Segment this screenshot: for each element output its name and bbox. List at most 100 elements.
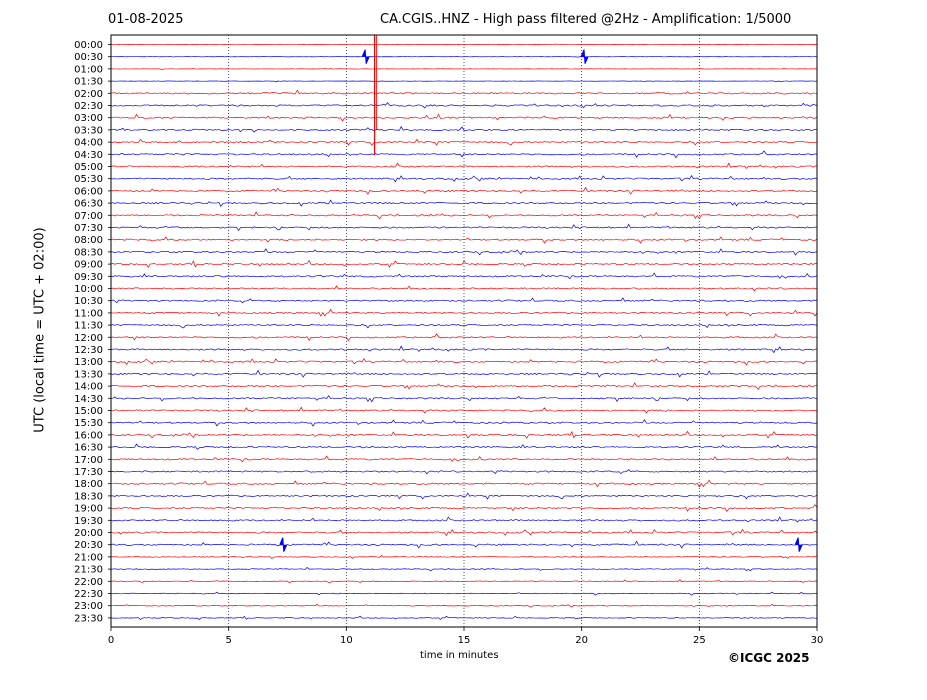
trace-line	[110, 430, 818, 439]
x-tick-label: 25	[693, 635, 706, 646]
trace-line	[110, 333, 818, 342]
y-tick-label: 02:30	[74, 101, 103, 112]
y-tick-label: 14:00	[74, 382, 103, 393]
trace-line	[110, 113, 818, 122]
trace-line	[110, 80, 818, 83]
trace-line	[110, 394, 818, 403]
event-spike	[580, 49, 589, 64]
trace-line	[110, 603, 818, 608]
y-tick-label: 01:30	[74, 77, 103, 88]
trace-line	[110, 528, 818, 537]
trace-line	[110, 102, 818, 109]
trace-line	[110, 162, 818, 169]
x-axis-label: time in minutes	[420, 650, 499, 661]
trace-line	[110, 369, 818, 378]
y-tick-label: 12:00	[74, 333, 103, 344]
y-tick-label: 22:00	[74, 577, 103, 588]
trace-line	[110, 406, 818, 414]
y-tick-label: 22:30	[74, 589, 103, 600]
y-tick-label: 18:30	[74, 491, 103, 502]
y-tick-label: 08:30	[74, 247, 103, 258]
y-tick-label: 12:30	[74, 345, 103, 356]
y-tick-label: 23:30	[74, 613, 103, 624]
trace-line	[110, 492, 818, 500]
y-tick-label: 15:30	[74, 418, 103, 429]
trace-line	[110, 199, 818, 207]
y-tick-label: 10:00	[74, 284, 103, 295]
date-label: 01-08-2025	[108, 12, 184, 27]
event-spike	[361, 49, 370, 64]
y-tick-label: 04:30	[74, 150, 103, 161]
y-tick-label: 07:00	[74, 211, 103, 222]
y-tick-label: 17:30	[74, 467, 103, 478]
trace-line	[110, 591, 818, 596]
y-tick-label: 07:30	[74, 223, 103, 234]
trace-line	[110, 615, 818, 620]
trace-line	[110, 382, 818, 391]
trace-line	[110, 125, 818, 133]
x-tick-label: 15	[458, 635, 471, 646]
y-tick-label: 01:00	[74, 64, 103, 75]
event-spike	[279, 537, 288, 552]
x-tick-label: 20	[575, 635, 588, 646]
trace-line	[110, 479, 818, 488]
y-tick-label: 18:00	[74, 479, 103, 490]
trace-line	[110, 469, 818, 475]
y-tick-label: 00:00	[74, 40, 103, 51]
trace-line	[110, 67, 818, 70]
trace-line	[110, 211, 818, 220]
y-tick-label: 11:00	[74, 308, 103, 319]
trace-line	[110, 567, 818, 572]
trace-line	[110, 504, 818, 512]
trace-line	[110, 345, 818, 354]
x-tick-label: 5	[225, 635, 231, 646]
trace-line	[110, 419, 818, 427]
y-tick-label: 09:30	[74, 272, 103, 283]
trace-line	[110, 89, 818, 95]
y-tick-label: 00:30	[74, 52, 103, 63]
y-tick-label: 21:00	[74, 552, 103, 563]
trace-line	[110, 150, 818, 159]
y-tick-label: 03:00	[74, 113, 103, 124]
trace-line	[110, 186, 818, 195]
trace-line	[110, 516, 818, 523]
y-tick-label: 14:30	[74, 394, 103, 405]
x-tick-label: 0	[108, 635, 114, 646]
y-tick-label: 06:00	[74, 186, 103, 197]
y-tick-label: 13:00	[74, 357, 103, 368]
trace-line	[110, 175, 818, 183]
y-tick-label: 08:00	[74, 235, 103, 246]
chart-title: CA.CGIS..HNZ - High pass filtered @2Hz -…	[380, 12, 792, 27]
y-tick-label: 03:30	[74, 125, 103, 136]
trace-line	[110, 308, 818, 317]
y-tick-label: 05:30	[74, 174, 103, 185]
y-tick-label: 10:30	[74, 296, 103, 307]
trace-line	[110, 357, 818, 366]
grid-lines	[228, 35, 700, 627]
y-tick-label: 02:00	[74, 89, 103, 100]
y-tick-label: 20:00	[74, 528, 103, 539]
trace-lines	[110, 43, 818, 620]
y-tick-label: 15:00	[74, 406, 103, 417]
trace-line	[110, 259, 818, 269]
trace-line	[110, 554, 818, 559]
trace-line	[110, 285, 818, 292]
trace-line	[110, 138, 818, 146]
y-tick-label: 19:30	[74, 516, 103, 527]
y-tick-label: 16:00	[74, 430, 103, 441]
event-spikes	[279, 35, 803, 552]
copyright-label: ©ICGC 2025	[728, 651, 810, 665]
trace-line	[110, 579, 818, 584]
trace-line	[110, 223, 818, 232]
x-tick-label: 10	[340, 635, 353, 646]
trace-line	[110, 455, 818, 463]
trace-line	[110, 443, 818, 450]
x-tick-labels: 0 5 10 15 20 25 30	[108, 627, 824, 646]
y-tick-label: 16:30	[74, 443, 103, 454]
x-tick-label: 30	[811, 635, 824, 646]
trace-line	[110, 540, 818, 549]
y-tick-label: 09:00	[74, 260, 103, 271]
event-spike	[794, 537, 803, 552]
